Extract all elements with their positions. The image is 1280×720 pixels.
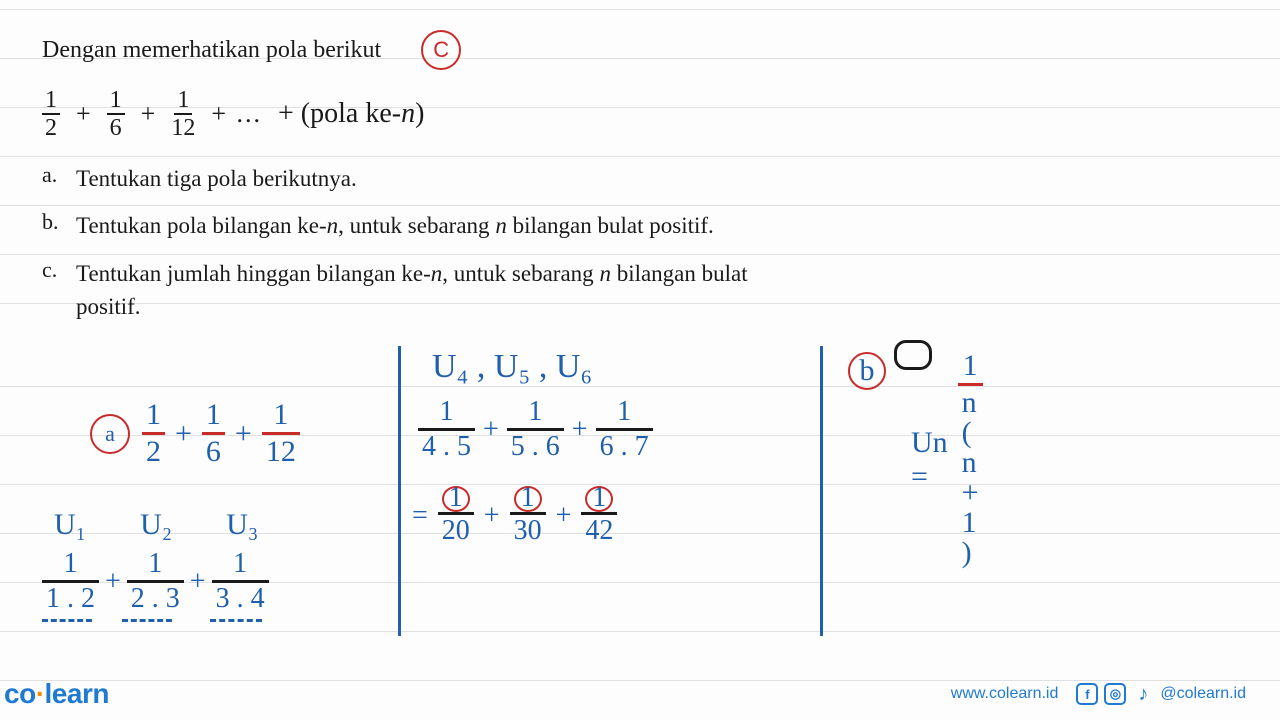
work-b-label: b xyxy=(848,352,886,390)
answer-formula-box: Un = 1n ( n + 1 ) xyxy=(894,340,932,370)
social-icons: f ◎ ♪ @colearn.id xyxy=(1076,683,1246,705)
brand-logo: co·learn xyxy=(0,678,109,710)
series-expression: 12 + 16 + 112 + ... + (pola ke-n) xyxy=(42,88,1238,140)
facebook-icon[interactable]: f xyxy=(1076,683,1098,705)
work-mid-row1: 14 . 5 + 15 . 6 + 16 . 7 xyxy=(418,398,653,461)
problem-text: Dengan memerhatikan pola berikut C 12 + … xyxy=(0,0,1280,323)
item-b-marker: b. xyxy=(42,209,76,235)
answer-key-letter: C xyxy=(421,30,461,70)
work-a-ulabels: U₁ U₂ U₃ xyxy=(54,508,258,542)
work-a-row1: 12 + 16 + 112 xyxy=(142,400,300,467)
item-a-marker: a. xyxy=(42,162,76,188)
instagram-icon[interactable]: ◎ xyxy=(1104,683,1126,705)
work-mid-row2: = 120 + 130 + 142 xyxy=(412,486,617,545)
footer-handle[interactable]: @colearn.id xyxy=(1160,685,1246,703)
underline-3 xyxy=(210,618,262,622)
work-mid-header: U₄ , U₅ , U₆ xyxy=(432,348,592,386)
divider-2 xyxy=(820,346,823,636)
item-c-marker: c. xyxy=(42,257,76,283)
item-c-text: Tentukan jumlah hinggan bilangan ke-n, u… xyxy=(76,257,816,324)
underline-1 xyxy=(42,618,92,622)
footer: co·learn www.colearn.id f ◎ ♪ @colearn.i… xyxy=(0,678,1280,710)
underline-2 xyxy=(122,618,172,622)
divider-1 xyxy=(398,346,401,636)
item-b-text: Tentukan pola bilangan ke-n, untuk sebar… xyxy=(76,209,714,242)
work-a-label: a xyxy=(90,414,130,454)
footer-url[interactable]: www.colearn.id xyxy=(951,685,1059,703)
work-a-row2: 11 . 2 + 12 . 3 + 13 . 4 xyxy=(42,550,269,613)
intro-text: Dengan memerhatikan pola berikut xyxy=(42,37,381,64)
item-a-text: Tentukan tiga pola berikutnya. xyxy=(76,162,357,195)
tiktok-icon[interactable]: ♪ xyxy=(1132,683,1154,705)
